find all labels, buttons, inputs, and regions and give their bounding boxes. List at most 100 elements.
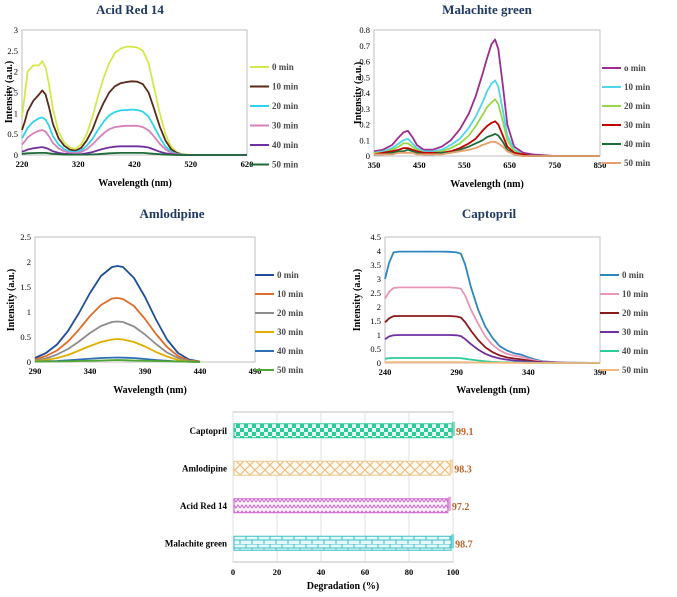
y-tick-label: 2 (377, 302, 381, 312)
x-axis-label: Wavelength (nm) (450, 179, 524, 190)
series-line (21, 151, 247, 156)
legend-entry: 0 min (622, 270, 644, 280)
y-tick-label: 0.2 (359, 120, 370, 130)
x-axis-label: Wavelength (nm) (456, 385, 530, 396)
y-tick-label: 0.5 (359, 72, 370, 82)
legend-entry: 20 min (622, 308, 648, 318)
legend-entry: 10 min (622, 289, 648, 299)
series-line (34, 320, 201, 363)
y-tick-label: 2.5 (370, 288, 381, 298)
y-tick-label: 2 (27, 257, 31, 267)
series-line (373, 38, 600, 157)
y-tick-label: 0.8 (359, 25, 370, 35)
y-tick-label: 0.1 (359, 135, 370, 145)
y-tick-label: 0.4 (359, 88, 370, 98)
legend-entry: 20 min (624, 101, 650, 111)
category-label: Acid Red 14 (180, 501, 227, 511)
y-axis-label: Intensity (a.u.) (6, 269, 17, 332)
y-tick-label: 3 (14, 25, 18, 35)
y-tick-label: 3 (377, 274, 381, 284)
bar-side (450, 459, 454, 474)
series-line (373, 79, 600, 157)
y-tick-label: 0 (14, 150, 18, 160)
y-tick-label: 0 (27, 357, 31, 367)
y-tick-label: 0.5 (20, 332, 31, 342)
x-tick-label: 550 (458, 160, 471, 170)
legend-entry: 30 min (624, 120, 650, 130)
x-tick-label: 450 (413, 160, 426, 170)
legend-entry: 40 min (622, 346, 648, 356)
plot-frame (34, 236, 256, 363)
bar-side (452, 421, 456, 436)
legend-entry: 20 min (272, 101, 298, 111)
x-tick-label: 650 (503, 160, 516, 170)
series-line (385, 361, 600, 364)
category-label: Captopril (189, 426, 227, 436)
y-tick-label: 0.7 (359, 41, 370, 51)
x-tick-label: 80 (405, 567, 414, 577)
chart-panel-1: Acid Red 14 220 320 420 520 620 0 0.5 1 1.5 2 2.5 3 W… (4, 2, 298, 189)
legend-entry: o min (624, 63, 646, 73)
x-tick-label: 290 (450, 367, 463, 377)
y-tick-label: 1.5 (20, 282, 31, 292)
x-tick-label: 850 (594, 160, 607, 170)
y-tick-label: 1 (377, 330, 381, 340)
legend-entry: 20 min (277, 308, 303, 318)
series-line (34, 265, 201, 363)
y-tick-label: 1 (14, 108, 18, 118)
legend-entry: 50 min (622, 365, 648, 375)
y-axis-label: Intensity (a.u.) (352, 269, 363, 332)
x-tick-label: 40 (317, 567, 326, 577)
series-line (34, 297, 201, 363)
plot-frame (373, 29, 601, 157)
x-axis-label: Wavelength (nm) (113, 385, 187, 396)
x-tick-label: 620 (241, 159, 254, 169)
bar (233, 535, 452, 551)
x-axis-label: Wavelength (nm) (98, 178, 172, 189)
chart-panel-5: 0 20 40 60 80 100 Degradation (%) Captopril 99.1… (165, 411, 474, 592)
legend-entry: 30 min (272, 121, 298, 131)
y-tick-label: 0.5 (7, 129, 18, 139)
x-tick-label: 60 (361, 567, 370, 577)
x-tick-label: 240 (379, 367, 392, 377)
y-tick-label: 2.5 (20, 232, 31, 242)
data-label: 98.3 (454, 464, 472, 475)
chart-title: Malachite green (442, 2, 532, 17)
y-tick-label: 0.5 (370, 344, 381, 354)
series-line (34, 338, 201, 363)
y-tick-label: 0 (377, 358, 381, 368)
x-tick-label: 440 (194, 366, 207, 376)
x-tick-label: 220 (16, 159, 29, 169)
chart-title: Captopril (462, 206, 517, 221)
x-tick-label: 340 (522, 367, 535, 377)
x-tick-label: 100 (447, 567, 460, 577)
series-line (384, 250, 601, 364)
y-tick-label: 4.5 (370, 232, 381, 242)
chart-panel-2: Malachite green 350 450 550 650 750 850 0 0.1 0.2… (353, 2, 650, 190)
series-line (373, 120, 600, 157)
legend-entry: 50 min (624, 158, 650, 168)
category-label: Amlodipine (182, 463, 227, 473)
legend-entry: 30 min (277, 327, 303, 337)
x-tick-label: 320 (72, 159, 85, 169)
y-tick-label: 0 (366, 151, 370, 161)
legend-entry: 50 min (277, 365, 303, 375)
data-label: 98.7 (455, 539, 473, 550)
x-tick-label: 20 (273, 567, 282, 577)
legend-entry: 10 min (272, 82, 298, 92)
y-axis-label: Intensity (a.u.) (353, 62, 364, 125)
x-tick-label: 420 (128, 159, 141, 169)
y-tick-label: 0.3 (359, 104, 370, 114)
y-tick-label: 4 (377, 246, 382, 256)
x-tick-label: 290 (29, 366, 42, 376)
y-tick-label: 2 (14, 67, 18, 77)
legend-entry: 50 min (272, 160, 298, 170)
series-line (384, 286, 601, 364)
bar-side (447, 496, 451, 511)
category-label: Malachite green (165, 538, 227, 548)
legend-entry: 10 min (624, 82, 650, 92)
series-line (374, 140, 600, 157)
bar (233, 498, 449, 514)
x-axis-label: Degradation (%) (307, 581, 380, 592)
